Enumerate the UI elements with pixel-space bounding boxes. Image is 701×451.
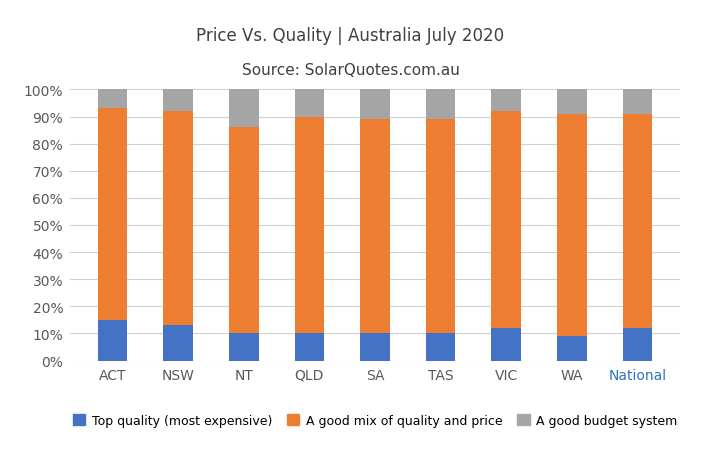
Bar — [557, 90, 587, 115]
Bar — [98, 320, 128, 361]
Bar — [98, 109, 128, 320]
Bar — [557, 115, 587, 336]
Bar — [163, 90, 193, 112]
Bar — [229, 128, 259, 334]
Bar — [491, 328, 521, 361]
Bar — [426, 90, 456, 120]
Bar — [622, 90, 652, 115]
Bar — [98, 90, 128, 109]
Bar — [491, 90, 521, 112]
Bar — [229, 90, 259, 128]
Bar — [360, 334, 390, 361]
Bar — [294, 90, 324, 117]
Bar — [360, 90, 390, 120]
Bar — [163, 326, 193, 361]
Bar — [360, 120, 390, 334]
Bar — [294, 334, 324, 361]
Bar — [557, 336, 587, 361]
Text: Price Vs. Quality | Australia July 2020: Price Vs. Quality | Australia July 2020 — [196, 27, 505, 45]
Bar — [426, 334, 456, 361]
Text: Source: SolarQuotes.com.au: Source: SolarQuotes.com.au — [242, 63, 459, 78]
Bar — [622, 115, 652, 328]
Bar — [229, 334, 259, 361]
Bar — [622, 328, 652, 361]
Bar — [294, 117, 324, 334]
Legend: Top quality (most expensive), A good mix of quality and price, A good budget sys: Top quality (most expensive), A good mix… — [69, 410, 681, 431]
Bar — [163, 112, 193, 326]
Bar — [426, 120, 456, 334]
Bar — [491, 112, 521, 328]
